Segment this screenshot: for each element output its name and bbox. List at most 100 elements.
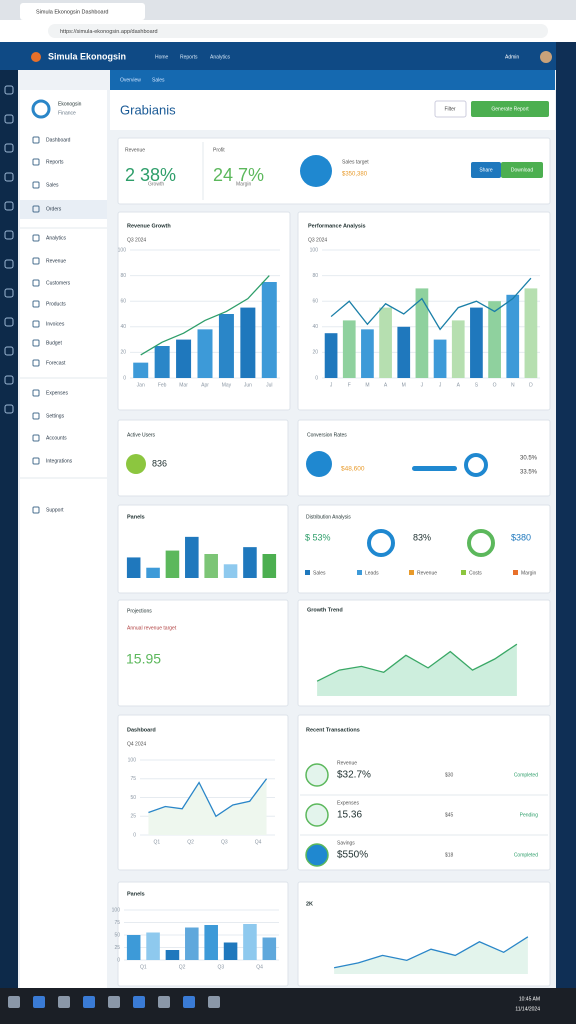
menu-item[interactable]: Sales <box>46 182 59 188</box>
menu-item[interactable]: Revenue <box>46 258 66 264</box>
bar <box>126 935 141 960</box>
menu-icon <box>32 279 40 287</box>
legend-label: Revenue <box>417 570 437 576</box>
menu-item[interactable]: Products <box>46 301 66 307</box>
x-tick-label: Q3 <box>218 964 225 970</box>
x-tick-label: Mar <box>179 382 188 388</box>
card <box>117 881 289 987</box>
x-tick-label: S <box>475 382 479 388</box>
x-tick-label: Q1 <box>154 839 161 845</box>
button-label[interactable]: Generate Report <box>491 106 529 112</box>
clock-date: 11/14/2024 <box>515 1006 540 1012</box>
y-tick-label: 50 <box>130 795 136 801</box>
bar <box>243 547 257 578</box>
bar <box>197 329 213 378</box>
rail-icon <box>4 375 14 385</box>
taskbar-icon <box>33 996 45 1008</box>
card-icon <box>306 451 332 477</box>
legend-swatch <box>357 570 362 575</box>
url[interactable]: https://simula-ekonogsin.app/dashboard <box>60 29 158 35</box>
menu-item[interactable]: Accounts <box>46 435 67 441</box>
x-tick-label: Apr <box>201 382 209 388</box>
bar <box>223 942 238 960</box>
taskbar-icon <box>158 996 170 1008</box>
menu-item[interactable]: Budget <box>46 340 62 346</box>
nav-item[interactable]: Analytics <box>210 54 231 60</box>
line <box>330 277 532 331</box>
bar <box>324 333 338 378</box>
tab-title: Simula Ekonogsin Dashboard <box>36 9 108 15</box>
subnav <box>110 70 555 90</box>
card-title: Performance Analysis <box>308 223 366 229</box>
menu-item[interactable]: Support <box>46 507 64 513</box>
avatar <box>540 51 552 63</box>
x-tick-label: F <box>348 382 351 388</box>
row-status: Pending <box>520 812 539 818</box>
kpi-icon <box>300 155 332 187</box>
menu-item[interactable]: Orders <box>46 206 62 212</box>
bar <box>342 320 356 378</box>
bar <box>176 339 192 378</box>
menu-item[interactable]: Settings <box>46 413 65 419</box>
menu-icon <box>32 339 40 347</box>
menu-item[interactable]: Customers <box>46 280 71 286</box>
button-label[interactable]: Share <box>479 167 493 173</box>
rail-icon <box>4 230 14 240</box>
menu-icon <box>32 300 40 308</box>
sidebar <box>20 90 107 988</box>
bar <box>379 307 392 378</box>
bar <box>361 329 374 378</box>
card-stat: 33.5% <box>520 470 538 476</box>
page-title: Grabianis <box>120 102 176 117</box>
x-tick-label: J <box>421 382 424 388</box>
button-label[interactable]: Download <box>511 167 533 173</box>
taskbar-icon <box>108 996 120 1008</box>
clock-time: 10:45 AM <box>519 996 540 1002</box>
target-label: Sales target <box>342 159 369 165</box>
brand-logo <box>31 99 51 119</box>
legend-label: Leads <box>365 570 379 576</box>
card-title: Revenue Growth <box>127 223 171 229</box>
y-tick-label: 60 <box>120 299 126 305</box>
row-icon <box>305 763 329 787</box>
menu-item[interactable]: Dashboard <box>46 137 71 143</box>
bar <box>185 927 199 960</box>
row-value: 15.36 <box>337 810 362 821</box>
bar <box>243 924 257 960</box>
menu-icon <box>32 434 40 442</box>
menu-icon <box>32 320 40 328</box>
menu-item[interactable]: Invoices <box>46 321 65 327</box>
subnav-item[interactable]: Sales <box>152 77 165 83</box>
bar <box>204 554 218 578</box>
nav-item[interactable]: Reports <box>180 54 198 60</box>
x-tick-label: May <box>222 382 232 388</box>
menu-item[interactable]: Integrations <box>46 458 73 464</box>
bar <box>223 564 238 578</box>
subnav-item[interactable]: Overview <box>120 77 141 83</box>
rail-icon <box>4 85 14 95</box>
nav-item[interactable]: Home <box>155 54 169 60</box>
target-value: $350,380 <box>342 172 368 178</box>
bar <box>185 536 199 578</box>
y-tick-label: 50 <box>114 932 120 938</box>
menu-icon <box>32 506 40 514</box>
bar <box>133 362 149 378</box>
card <box>117 137 551 205</box>
area <box>317 644 517 696</box>
kpi-label: Revenue <box>125 147 145 153</box>
menu-item[interactable]: Analytics <box>46 235 67 241</box>
menu-item[interactable]: Expenses <box>46 390 68 396</box>
user-name[interactable]: Admin <box>505 54 519 60</box>
menu-item[interactable]: Reports <box>46 159 64 165</box>
line <box>333 936 529 969</box>
brand: Ekonogsin <box>58 101 82 107</box>
menu-item[interactable]: Forecast <box>46 360 66 366</box>
card-value: $380 <box>511 532 531 542</box>
button-label[interactable]: Filter <box>444 106 455 112</box>
taskbar <box>0 988 576 1024</box>
card-title: Distribution Analysis <box>306 514 351 520</box>
x-tick-label: D <box>529 382 533 388</box>
y-tick-label: 75 <box>130 776 136 782</box>
bar <box>154 346 170 378</box>
